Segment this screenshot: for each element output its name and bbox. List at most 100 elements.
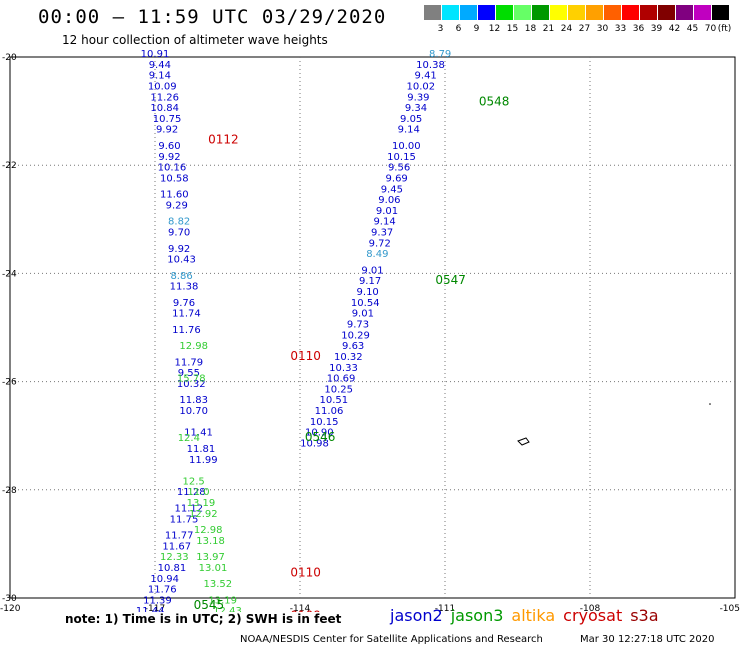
wave-height-value: 13.97: [196, 552, 225, 563]
wave-height-value: 8.82: [168, 217, 190, 228]
legend-altika: altika: [511, 606, 556, 625]
longitude-tick-label: -120: [0, 604, 21, 612]
pass-time-label: 0110: [290, 349, 321, 363]
color-swatch: [478, 5, 496, 20]
wave-height-value: 11.28: [177, 487, 206, 498]
wave-height-value: 10.98: [300, 439, 329, 450]
longitude-tick-label: -105: [720, 604, 740, 612]
wave-height-value: 11.0: [187, 487, 209, 498]
wave-height-value: 9.70: [168, 228, 190, 239]
latitude-tick-label: -28: [2, 486, 17, 496]
wave-height-value: 9.92: [158, 152, 180, 163]
wave-height-value: 12.5: [183, 476, 205, 487]
units-note: note: 1) Time is in UTC; 2) SWH is in fe…: [65, 612, 342, 626]
wave-height-value: 12.43: [213, 606, 242, 612]
color-label: 70: [704, 24, 717, 34]
latitude-tick-label: -22: [2, 161, 17, 171]
color-label: 24: [560, 24, 573, 34]
color-label: 6: [455, 24, 462, 34]
wave-height-value: 9.14: [398, 125, 420, 136]
pass-time-label: 0110: [290, 565, 321, 579]
wave-height-value: 13.18: [196, 536, 225, 547]
wave-height-value: 10.94: [150, 574, 179, 585]
pass-time-label: 0546: [305, 430, 336, 444]
legend-jason2: jason2: [390, 606, 443, 625]
color-swatch: [532, 5, 550, 20]
latitude-tick-label: -30: [2, 594, 17, 604]
wave-height-value: 9.55: [178, 368, 200, 379]
page-subtitle: 12 hour collection of altimeter wave hei…: [62, 33, 328, 47]
pass-time-label: 0548: [479, 95, 510, 109]
wave-height-value: 9.60: [158, 141, 180, 152]
wave-height-value: 9.01: [361, 265, 383, 276]
pass-time-label: 0112: [208, 133, 239, 147]
wave-height-value: 10.15: [310, 417, 339, 428]
latitude-tick-label: -26: [2, 378, 17, 388]
wave-height-value: 11.38: [170, 282, 199, 293]
wave-height-value: 9.92: [168, 244, 190, 255]
wave-height-value: 11.76: [172, 325, 201, 336]
longitude-tick-label: -108: [580, 604, 601, 612]
wave-height-value: 9.01: [352, 309, 374, 320]
wave-height-value: 10.90: [305, 428, 334, 439]
wave-height-value: 9.72: [369, 238, 391, 249]
wave-height-value: 9.14: [373, 217, 395, 228]
wave-height-value: 9.45: [381, 184, 403, 195]
color-label: 39: [650, 24, 663, 34]
color-label: 3: [437, 24, 444, 34]
page-title: 00:00 – 11:59 UTC 03/29/2020: [38, 6, 387, 28]
color-label: 27: [578, 24, 591, 34]
color-swatch: [550, 5, 568, 20]
wave-height-value: 10.09: [148, 81, 177, 92]
wave-height-value: 11.41: [184, 428, 213, 439]
wave-height-value: 11.74: [172, 309, 201, 320]
color-label: 18: [524, 24, 537, 34]
wave-height-value: 13.19: [187, 498, 216, 509]
color-label: (ft): [717, 24, 732, 34]
wave-height-value: 13.19: [208, 595, 237, 606]
pass-time-label: 0547: [435, 273, 466, 287]
color-label: 30: [596, 24, 609, 34]
wave-height-value: 10.00: [392, 141, 421, 152]
color-label: 9: [473, 24, 480, 34]
wave-height-value: 10.15: [387, 152, 416, 163]
color-swatch: [640, 5, 658, 20]
wave-height-value: 9.14: [149, 71, 171, 82]
wave-height-value: 12.98: [179, 341, 208, 352]
wave-height-value: 9.73: [347, 320, 369, 331]
wave-height-value: 10.32: [334, 352, 363, 363]
legend-cryosat: cryosat: [563, 606, 623, 625]
color-swatch: [568, 5, 586, 20]
wave-height-value: 10.38: [416, 60, 445, 71]
wave-height-value: 9.34: [405, 103, 427, 114]
wave-height-value: 11.67: [162, 541, 191, 552]
color-swatch: [658, 5, 676, 20]
wave-height-value: 8.86: [170, 271, 192, 282]
wave-height-value: 11.44: [136, 606, 165, 612]
wave-height-value: 13.52: [204, 579, 233, 590]
wave-height-value: 9.01: [376, 206, 398, 217]
wave-height-value: 8.49: [366, 249, 388, 260]
color-swatch: [496, 5, 514, 20]
wave-height-value: 11.77: [165, 530, 194, 541]
color-label: 21: [542, 24, 555, 34]
wave-height-value: 10.81: [158, 563, 187, 574]
wave-height-value: 12.33: [160, 552, 189, 563]
wave-height-value: 10.91: [141, 49, 170, 60]
wave-height-value: 9.69: [386, 173, 408, 184]
wave-height-value: 9.63: [342, 341, 364, 352]
wave-height-value: 11.39: [143, 595, 172, 606]
wave-height-value: 11.79: [175, 357, 204, 368]
color-swatch: [442, 5, 460, 20]
color-swatch: [712, 5, 730, 20]
wave-height-value: 8.79: [429, 49, 451, 60]
wave-height-value: 10.58: [160, 173, 189, 184]
wave-height-value: 9.17: [359, 276, 381, 287]
legend-s3a: s3a: [630, 606, 659, 625]
wave-height-value: 10.84: [150, 103, 179, 114]
wave-height-value: 9.10: [357, 287, 379, 298]
latitude-tick-label: -24: [2, 269, 17, 279]
pass-time-label: 0109: [290, 609, 321, 612]
wave-height-value: 9.41: [415, 71, 437, 82]
wave-height-value: 11.12: [175, 503, 204, 514]
